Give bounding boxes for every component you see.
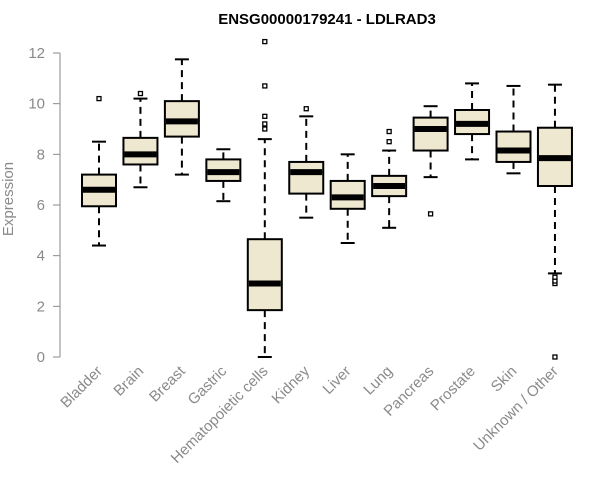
y-tick-label: 12 (28, 45, 45, 62)
box-kidney (288, 106, 325, 219)
x-tick-label: Liver (320, 363, 355, 398)
box-pancreas (412, 105, 449, 217)
outlier-point (303, 106, 309, 112)
x-tick-label: Bladder (57, 363, 106, 412)
x-tick-label: Brain (110, 363, 147, 400)
box-group (81, 38, 573, 360)
box-hematopoietic-cells (246, 38, 283, 358)
box-prostate (454, 82, 491, 161)
box-liver (329, 153, 366, 244)
outlier-point (552, 354, 558, 360)
x-tick-label: Prostate (427, 363, 479, 415)
y-tick-label: 10 (28, 96, 45, 113)
outlier-point (96, 95, 102, 102)
outlier-point (137, 90, 144, 97)
box-skin (495, 84, 532, 175)
y-tick-label: 8 (37, 146, 45, 163)
box-bladder (81, 95, 117, 247)
outlier-point (262, 113, 268, 119)
outlier-point (386, 139, 392, 145)
outlier-point (427, 211, 434, 217)
box-brain (122, 90, 159, 189)
box-body (412, 116, 449, 152)
x-tick-label: Breast (146, 362, 189, 405)
box-lung (371, 128, 408, 229)
box-body (495, 130, 532, 163)
y-axis-ticks: 0 2 4 6 8 10 12 (28, 45, 60, 366)
outlier-point (552, 274, 558, 280)
y-axis-label: Expression (0, 162, 17, 236)
outlier-point (262, 121, 268, 127)
outlier-point (386, 128, 392, 135)
box-unknown-other (536, 83, 573, 360)
y-tick-label: 4 (37, 248, 45, 265)
box-body (246, 238, 283, 312)
x-tick-label: Kidney (269, 362, 314, 407)
box-body (288, 160, 325, 195)
x-tick-label: Skin (488, 363, 521, 396)
outlier-point (262, 38, 268, 45)
x-tick-label: Lung (360, 363, 396, 399)
box-breast (163, 58, 200, 176)
y-tick-label: 2 (37, 298, 45, 315)
y-tick-label: 0 (37, 349, 45, 366)
outlier-point (262, 83, 268, 89)
box-gastric (205, 148, 242, 203)
box-body (122, 136, 159, 166)
chart-title: ENSG00000179241 - LDLRAD3 (218, 11, 436, 28)
y-tick-label: 6 (37, 197, 45, 214)
outlier-point (262, 126, 268, 132)
